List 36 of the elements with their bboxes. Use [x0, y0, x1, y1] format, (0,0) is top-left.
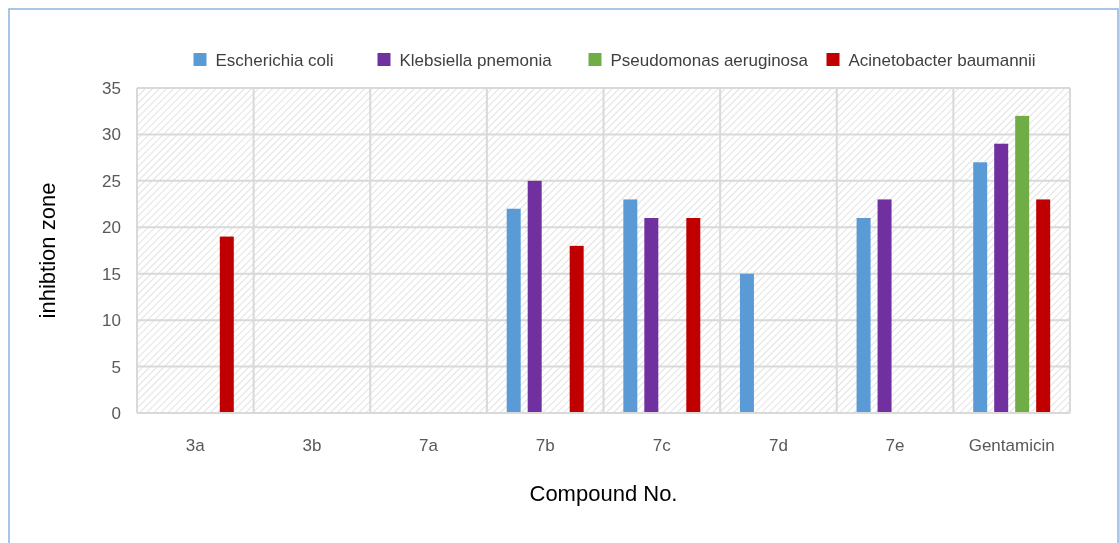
- bar: [1015, 115, 1030, 413]
- x-tick-label: 7d: [768, 436, 788, 455]
- x-tick-label: 7c: [652, 436, 672, 455]
- x-tick-label: 3b: [302, 436, 322, 455]
- bar: [623, 199, 638, 413]
- x-tick-label: 7e: [885, 436, 905, 455]
- bar: [856, 218, 871, 413]
- y-tick-label: 15: [102, 264, 121, 284]
- bar: [1036, 199, 1051, 413]
- bar: [219, 236, 234, 413]
- bar: [739, 273, 754, 413]
- y-tick-label: 0: [111, 403, 121, 423]
- bar: [973, 162, 988, 413]
- legend-label: Klebsiella pnemonia: [399, 50, 553, 70]
- bar: [506, 208, 521, 413]
- x-tick-label: Gentamicin: [968, 436, 1055, 455]
- y-tick-label: 10: [102, 311, 121, 331]
- bar: [569, 245, 584, 413]
- legend-label: Escherichia coli: [215, 50, 334, 70]
- x-tick-label: 7b: [535, 436, 555, 455]
- y-tick-label: 35: [102, 78, 121, 98]
- y-tick-label: 30: [102, 125, 121, 145]
- bar: [527, 180, 542, 413]
- legend-label: Pseudomonas aeruginosa: [610, 50, 809, 70]
- x-tick-label: 3a: [185, 436, 206, 455]
- y-tick-label: 25: [102, 171, 121, 191]
- y-tick-label: 5: [111, 357, 121, 377]
- bar: [877, 199, 892, 413]
- bar: [994, 143, 1009, 413]
- legend-label: Acinetobacter baumannii: [848, 50, 1036, 70]
- x-axis-title: Compound No.: [529, 481, 678, 506]
- bar: [644, 218, 659, 413]
- y-tick-label: 20: [102, 218, 121, 238]
- y-axis-title: inhibtion zone: [35, 182, 60, 319]
- x-tick-label: 7a: [419, 436, 439, 455]
- bar: [686, 218, 701, 413]
